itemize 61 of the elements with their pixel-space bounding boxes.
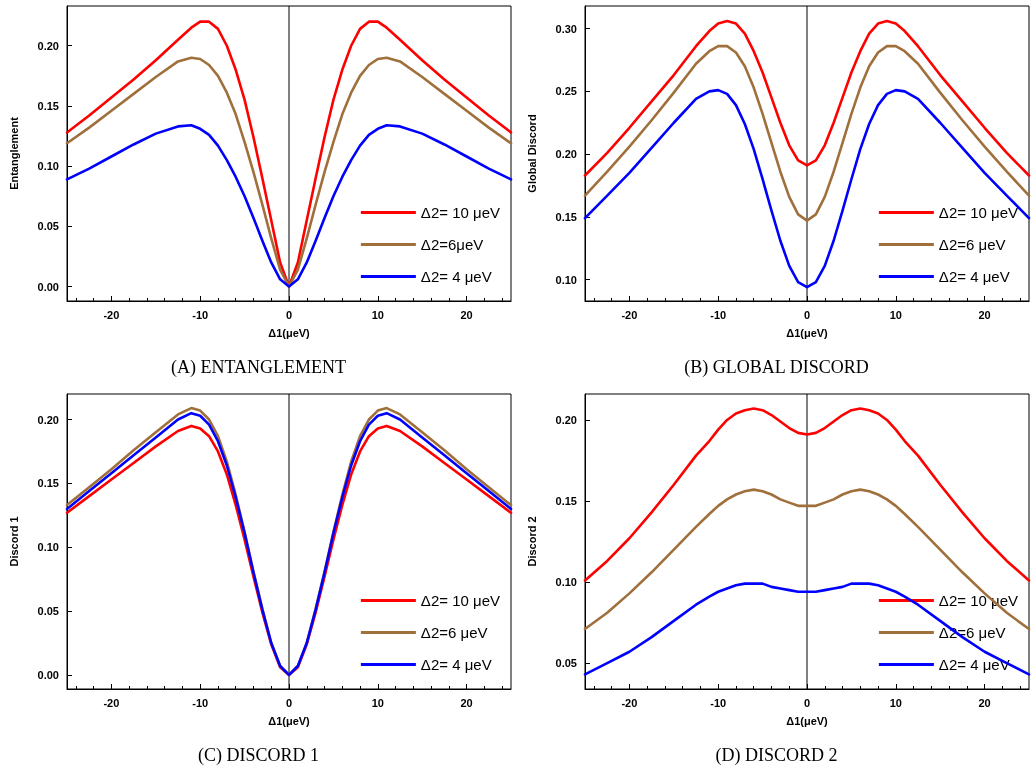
y-tick-label: 0.20 [555, 413, 577, 426]
x-axis-title: Δ1(μeV) [786, 714, 829, 727]
y-tick-label: 0.15 [37, 477, 59, 490]
y-tick-label: 0.10 [555, 273, 577, 286]
text: (D) DISCORD 2 [715, 745, 838, 766]
legend-label: Δ2= 4 μeV [938, 268, 1010, 285]
x-tick-label: 20 [460, 308, 473, 321]
x-tick-label: 20 [978, 696, 991, 709]
x-tick-label: -20 [621, 696, 638, 709]
y-axis-title: Discord 2 [525, 516, 538, 567]
x-tick-label: 10 [889, 696, 902, 709]
text: (C) DISCORD 1 [197, 745, 320, 766]
x-tick-label: 0 [803, 696, 811, 709]
x-tick-label: -10 [710, 696, 727, 709]
x-tick-label: 20 [978, 308, 991, 321]
legend-label: Δ2= 4 μeV [420, 268, 492, 285]
x-tick-label: 10 [371, 696, 384, 709]
text: (A) ENTANGLEMENT [170, 357, 347, 378]
legend-label: Δ2= 10 μeV [938, 204, 1019, 221]
y-tick-label: 0.10 [555, 576, 577, 589]
y-tick-label: 0.10 [37, 160, 59, 173]
y-tick-label: 0.10 [37, 541, 59, 554]
y-tick-label: 0.00 [37, 668, 59, 681]
legend-label: Δ2= 10 μeV [420, 592, 501, 609]
x-tick-label: -20 [103, 696, 120, 709]
y-tick-label: 0.30 [555, 22, 577, 35]
x-tick-label: -10 [192, 308, 209, 321]
text: (B) GLOBAL DISCORD [684, 357, 869, 378]
legend-label: Δ2=6μeV [420, 236, 484, 253]
x-tick-label: -20 [621, 308, 638, 321]
y-tick-label: 0.15 [37, 99, 59, 112]
x-tick-label: 0 [285, 308, 293, 321]
legend-label: Δ2=6 μeV [938, 236, 1006, 253]
x-tick-label: -10 [192, 696, 209, 709]
x-tick-label: 10 [889, 308, 902, 321]
legend-label: Δ2= 4 μeV [420, 656, 492, 673]
x-axis-title: Δ1(μeV) [268, 326, 311, 339]
legend-label: Δ2= 10 μeV [420, 204, 501, 221]
y-axis-title: Discord 1 [7, 516, 20, 567]
y-axis-title: Global Discord [525, 114, 538, 193]
y-tick-label: 0.05 [37, 605, 59, 618]
x-tick-label: 20 [460, 696, 473, 709]
x-axis-title: Δ1(μeV) [786, 326, 829, 339]
y-tick-label: 0.15 [555, 494, 577, 507]
y-tick-label: 0.00 [37, 280, 59, 293]
x-tick-label: 0 [285, 696, 293, 709]
y-tick-label: 0.05 [555, 657, 577, 670]
x-tick-label: 0 [803, 308, 811, 321]
x-tick-label: 10 [371, 308, 384, 321]
x-axis-title: Δ1(μeV) [268, 714, 311, 727]
y-tick-label: 0.05 [37, 220, 59, 233]
x-tick-label: -10 [710, 308, 727, 321]
legend-label: Δ2=6 μeV [420, 624, 488, 641]
y-tick-label: 0.15 [555, 210, 577, 223]
y-tick-label: 0.20 [555, 148, 577, 161]
x-tick-label: -20 [103, 308, 120, 321]
y-tick-label: 0.20 [37, 39, 59, 52]
y-tick-label: 0.25 [555, 85, 577, 98]
legend-label: Δ2= 4 μeV [938, 656, 1010, 673]
y-axis-title: Entanglement [7, 116, 20, 190]
y-tick-label: 0.20 [37, 413, 59, 426]
